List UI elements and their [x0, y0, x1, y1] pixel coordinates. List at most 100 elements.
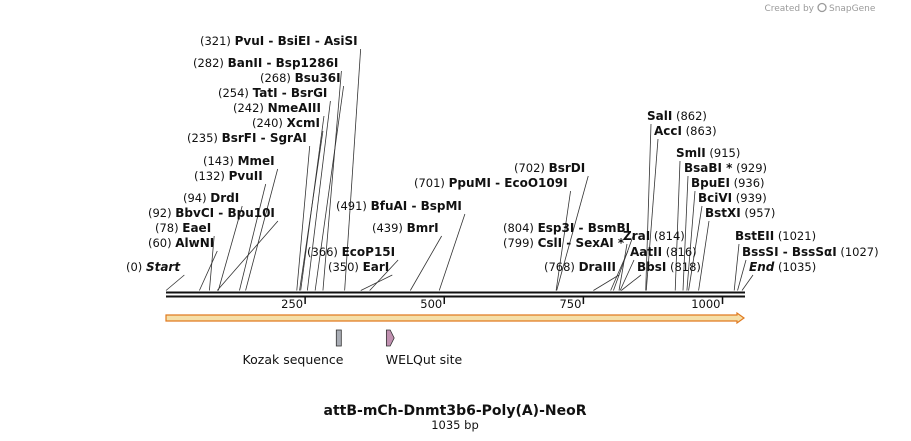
- site-label[interactable]: SmlI (915): [676, 146, 740, 160]
- site-ppumi[interactable]: (701) PpuMI - EcoO109I: [414, 176, 568, 190]
- site-draiii[interactable]: (768) DraIII: [544, 260, 616, 274]
- site-pvuii[interactable]: (132) PvuII: [194, 169, 263, 183]
- site-label[interactable]: (768) DraIII: [544, 260, 616, 274]
- site-label[interactable]: (78) EaeI: [155, 221, 211, 235]
- site-start[interactable]: (0) Start: [126, 260, 181, 274]
- site-bsabi[interactable]: BsaBI * (929): [684, 161, 767, 175]
- site-smli[interactable]: SmlI (915): [676, 146, 740, 160]
- site-label[interactable]: End (1035): [749, 260, 816, 274]
- site-label[interactable]: (366) EcoP15I: [307, 245, 395, 259]
- site-bsteii[interactable]: BstEII (1021): [735, 229, 816, 243]
- site-label[interactable]: (92) BbvCI - Bpu10I: [148, 206, 275, 220]
- site-label[interactable]: BpuEI (936): [691, 176, 765, 190]
- site-bsrdi[interactable]: (702) BsrDI: [514, 161, 585, 175]
- site-ecop15i[interactable]: (366) EcoP15I: [307, 245, 395, 259]
- site-label[interactable]: (0) Start: [126, 260, 181, 274]
- enzyme-name: SgrAI: [270, 131, 307, 145]
- feature-arrow[interactable]: [385, 329, 395, 347]
- site-bcivi[interactable]: BciVI (939): [698, 191, 767, 205]
- site-labels: (0) Start (60) AlwNI(78) EaeI(92) BbvCI -…: [126, 34, 879, 274]
- site-position: (92): [148, 206, 172, 220]
- site-label[interactable]: BciVI (939): [698, 191, 767, 205]
- enzyme-name: BbsI: [637, 260, 666, 274]
- site-label[interactable]: BbsI (818): [637, 260, 701, 274]
- site-position: (491): [336, 199, 367, 213]
- site-nmeaiii[interactable]: (242) NmeAIII: [233, 101, 321, 115]
- site-bfuai[interactable]: (491) BfuAI - BspMI: [336, 199, 462, 213]
- site-bsu36i[interactable]: (268) Bsu36I: [260, 71, 341, 85]
- site-label[interactable]: (240) XcmI: [252, 116, 320, 130]
- enzyme-name: Esp3I: [538, 221, 575, 235]
- site-label[interactable]: BstEII (1021): [735, 229, 816, 243]
- enzyme-separator: -: [407, 199, 420, 213]
- site-label[interactable]: (235) BsrFI - SgrAI: [187, 131, 307, 145]
- site-label[interactable]: SalI (862): [647, 109, 707, 123]
- site-eaei[interactable]: (78) EaeI: [155, 221, 211, 235]
- site-label[interactable]: (321) PvuI - BsiEI - AsiSI: [200, 34, 358, 48]
- site-alwni[interactable]: (60) AlwNI: [148, 236, 214, 250]
- site-drdi[interactable]: (94) DrdI: [183, 191, 239, 205]
- site-position: (1027): [840, 245, 878, 259]
- site-mmei[interactable]: (143) MmeI: [203, 154, 275, 168]
- site-pvui[interactable]: (321) PvuI - BsiEI - AsiSI: [200, 34, 358, 48]
- site-connector: [245, 168, 279, 291]
- site-label[interactable]: (350) EarI: [328, 260, 389, 274]
- feature-box[interactable]: [335, 329, 342, 347]
- site-label[interactable]: AatII (816): [630, 245, 697, 259]
- site-label[interactable]: (701) PpuMI - EcoO109I: [414, 176, 568, 190]
- site-connector: [688, 205, 703, 291]
- site-label[interactable]: (254) TatI - BsrGI: [218, 86, 327, 100]
- site-bsssi[interactable]: BssSI - BssSαI (1027): [742, 245, 879, 259]
- site-tati[interactable]: (254) TatI - BsrGI: [218, 86, 327, 100]
- site-position: (936): [734, 176, 765, 190]
- site-position: (814): [654, 229, 685, 243]
- site-label[interactable]: (804) Esp3I - BsmBI: [503, 221, 630, 235]
- site-acci[interactable]: AccI (863): [654, 124, 717, 138]
- site-connector: [698, 220, 710, 291]
- site-label[interactable]: (491) BfuAI - BspMI: [336, 199, 462, 213]
- enzyme-name: XcmI: [287, 116, 320, 130]
- site-label[interactable]: BsaBI * (929): [684, 161, 767, 175]
- site-position: (366): [307, 245, 338, 259]
- site-csli[interactable]: (799) CslI - SexAI *: [503, 236, 625, 250]
- site-label[interactable]: (132) PvuII: [194, 169, 263, 183]
- site-end[interactable]: End (1035): [749, 260, 816, 274]
- position-ticks: 250 500 750 1000: [281, 297, 724, 311]
- site-xcmi[interactable]: (240) XcmI: [252, 116, 320, 130]
- site-bmri[interactable]: (439) BmrI: [372, 221, 439, 235]
- site-label[interactable]: BstXI (957): [705, 206, 775, 220]
- site-bbsi[interactable]: BbsI (818): [637, 260, 701, 274]
- site-sali[interactable]: SalI (862): [647, 109, 707, 123]
- site-label[interactable]: (282) BanII - Bsp1286I: [193, 56, 338, 70]
- site-bbvci[interactable]: (92) BbvCI - Bpu10I: [148, 206, 275, 220]
- site-connector: [217, 205, 243, 291]
- site-label[interactable]: ZraI (814): [623, 229, 685, 243]
- site-label[interactable]: (702) BsrDI: [514, 161, 585, 175]
- site-banii[interactable]: (282) BanII - Bsp1286I: [193, 56, 338, 70]
- site-label[interactable]: (799) CslI - SexAI *: [503, 236, 625, 250]
- orf-arrow[interactable]: [165, 311, 746, 325]
- site-label[interactable]: (94) DrdI: [183, 191, 239, 205]
- site-position: (915): [709, 146, 740, 160]
- feature-kozak-sequence[interactable]: Kozak sequence: [243, 329, 344, 367]
- site-label[interactable]: (242) NmeAIII: [233, 101, 321, 115]
- site-label[interactable]: (268) Bsu36I: [260, 71, 341, 85]
- site-label[interactable]: BssSI - BssSαI (1027): [742, 245, 879, 259]
- site-esp3i[interactable]: (804) Esp3I - BsmBI: [503, 221, 630, 235]
- enzyme-separator: -: [264, 34, 277, 48]
- site-position: (235): [187, 131, 218, 145]
- site-connector: [686, 190, 696, 291]
- site-eari[interactable]: (350) EarI: [328, 260, 389, 274]
- site-aatii[interactable]: AatII (816): [630, 245, 697, 259]
- site-position: (804): [503, 221, 534, 235]
- site-zrai[interactable]: ZraI (814): [623, 229, 685, 243]
- site-label[interactable]: (439) BmrI: [372, 221, 439, 235]
- site-label[interactable]: AccI (863): [654, 124, 717, 138]
- site-position: (816): [666, 245, 697, 259]
- site-bstxi[interactable]: BstXI (957): [705, 206, 775, 220]
- site-bpuei[interactable]: BpuEI (936): [691, 176, 765, 190]
- site-label[interactable]: (143) MmeI: [203, 154, 275, 168]
- site-label[interactable]: (60) AlwNI: [148, 236, 214, 250]
- site-bsrfi[interactable]: (235) BsrFI - SgrAI: [187, 131, 307, 145]
- feature-welqut-site[interactable]: WELQut site: [385, 329, 463, 367]
